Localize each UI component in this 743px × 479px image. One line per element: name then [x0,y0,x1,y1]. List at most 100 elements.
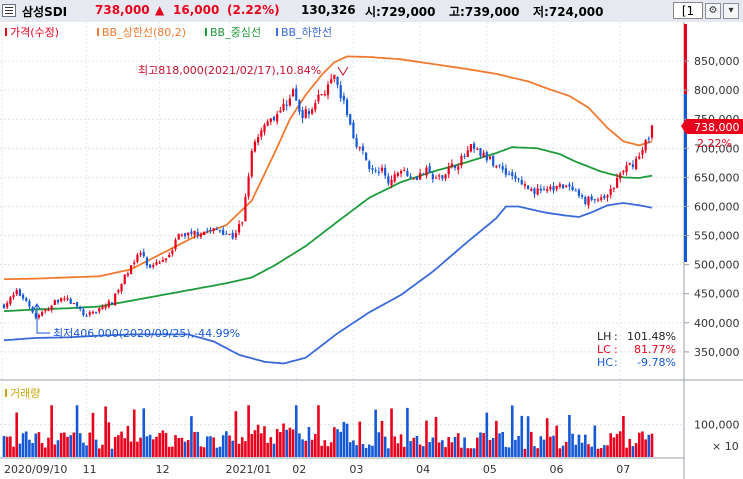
volume-bar [256,424,260,457]
candle-body [326,84,330,96]
volume-bar [132,409,136,457]
stat-lc-colon: : [614,343,618,356]
volume-bar [402,446,406,457]
legend-upper-band: BB_상한선(80,2) [102,26,186,39]
y-tick-label: 450,000 [694,288,740,301]
menu-icon[interactable] [2,4,16,17]
volume-bar [247,405,250,457]
candle-body [260,130,263,137]
volume-bar [53,444,57,457]
volume-bar [234,411,238,457]
candle-body [28,301,31,307]
volume-bar [120,431,123,457]
y-tick-label: 400,000 [694,317,740,330]
volume-bar [634,443,638,457]
candle-body [2,304,6,309]
chart-area[interactable]: 850,000800,000750,000700,000650,000600,0… [0,22,743,479]
candle-body [69,298,72,304]
volume-bar [491,438,495,457]
candle-body [428,165,431,173]
x-tick-label: 2020/09/10 [4,463,67,476]
stats-box: LH : 101.48% LC : 81.77% HC : -9.78% [597,330,676,369]
high-price: 고:739,000 [449,5,520,19]
candle-body [301,110,304,119]
candle-body [355,138,358,147]
expand-icon[interactable]: ▾ [723,3,739,19]
legend-lower-band: BB_하한선 [281,25,332,39]
candle-body [352,122,355,139]
x-tick-label: 05 [483,463,497,476]
volume-bar [587,444,590,457]
legend-upper-swatch [97,28,99,36]
candle-body [333,74,336,80]
annotation-high-label: 최고818,000(2021/02/17),10.84% [138,64,321,77]
candle-body [203,231,206,235]
candle-body [647,138,650,140]
period-selector[interactable]: [1일] [673,2,703,35]
candle-body [387,176,390,184]
candle-body [587,196,590,206]
current-price-tag-bg [686,119,743,134]
volume-bar [94,439,98,457]
volume-bar [158,432,161,457]
candle-body [517,178,520,180]
candle-body [320,94,323,96]
volume-bar [580,442,584,457]
candle-body [6,303,9,308]
volume-bar [209,436,212,457]
volume-bar [428,442,431,457]
volume-bar [463,437,466,457]
volume-bar [374,409,377,457]
volume-bar [520,415,524,457]
volume-bar [244,441,247,457]
volume-bar [364,447,368,457]
volume-bar [593,425,597,457]
candle-body [18,289,21,296]
candle-body [161,259,164,262]
volume-bar [387,448,390,457]
volume-bar [333,427,336,457]
volume-bar [596,448,600,457]
candle-body [209,229,212,231]
candle-body [79,306,82,310]
volume-bar [574,444,578,457]
current-price-tag-pointer [681,119,686,134]
volume-bar [91,412,95,457]
candle-body [314,103,317,110]
legend-middle-band: BB_중심선 [210,26,261,39]
volume-bars [2,405,654,457]
volume-bar [215,447,219,457]
volume-bar [603,445,606,457]
stat-hc-label: HC [597,356,613,369]
volume-bar [24,431,28,457]
volume-bar [510,405,514,457]
volume-bar [329,442,333,457]
candle-body [193,231,196,235]
volume-bar [85,445,88,457]
volume-bar [469,448,473,457]
annotation-low-arrow [36,305,50,334]
stat-lh-colon: : [614,330,618,343]
candle-body [171,250,174,254]
candle-body [126,273,129,276]
candle-body [345,99,349,115]
volume-bar [171,446,174,457]
volume-bar [599,448,603,457]
candle-body [187,232,190,236]
candle-body [285,104,288,106]
settings-icon[interactable]: ⚙ [705,3,721,19]
low-price: 저:724,000 [533,5,604,19]
volume-bar [456,433,460,457]
candle-body [336,76,339,85]
candle-body [444,174,447,179]
current-change-percent: 2.22% [697,137,732,150]
candle-body [479,148,482,156]
volume-bar [320,445,323,457]
candle-body [317,94,320,102]
candle-body [393,174,396,182]
candle-body [15,290,18,295]
x-tick-label: 12 [156,463,170,476]
volume-bar [180,437,184,457]
volume-bar [123,438,127,457]
candle-body [101,306,104,309]
